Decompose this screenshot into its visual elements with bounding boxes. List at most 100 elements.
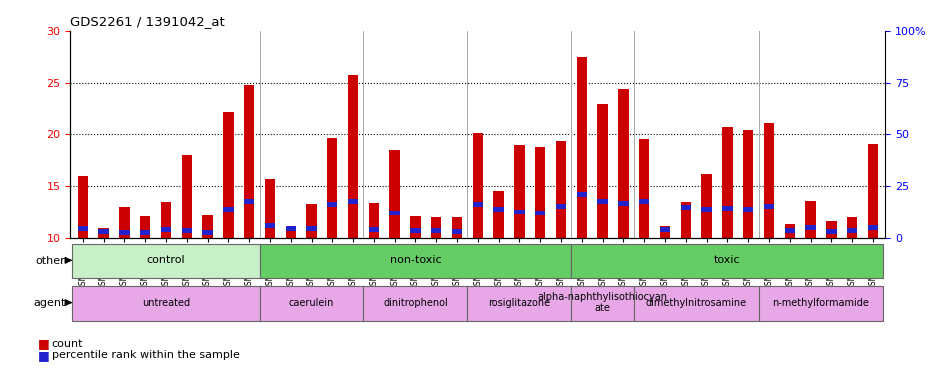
Text: untreated: untreated (141, 298, 190, 308)
Bar (119, 230, 129, 235)
Bar (638, 139, 649, 238)
Bar (98, 229, 109, 234)
Bar (202, 215, 212, 238)
Bar (783, 228, 794, 233)
Bar (758, 286, 883, 321)
Bar (597, 104, 607, 238)
Text: n-methylformamide: n-methylformamide (772, 298, 869, 308)
Bar (306, 204, 316, 238)
Bar (119, 207, 129, 238)
Bar (846, 217, 856, 238)
Bar (701, 174, 711, 238)
Bar (259, 244, 571, 278)
Text: GDS2261 / 1391042_at: GDS2261 / 1391042_at (70, 15, 225, 28)
Bar (597, 199, 607, 204)
Bar (867, 144, 877, 238)
Bar (805, 225, 815, 230)
Bar (493, 191, 504, 238)
Bar (285, 226, 296, 231)
Bar (680, 205, 690, 210)
Bar (763, 204, 773, 209)
Text: dimethylnitrosamine: dimethylnitrosamine (645, 298, 746, 308)
Bar (182, 228, 192, 233)
Bar (742, 130, 753, 238)
Bar (347, 75, 358, 238)
Bar (659, 226, 669, 238)
Bar (410, 216, 420, 238)
Bar (259, 286, 363, 321)
Bar (306, 226, 316, 231)
Text: percentile rank within the sample: percentile rank within the sample (51, 350, 240, 360)
Bar (243, 199, 254, 204)
Text: ■: ■ (37, 337, 50, 350)
Text: rosiglitazone: rosiglitazone (488, 298, 550, 308)
Bar (571, 244, 883, 278)
Bar (347, 199, 358, 204)
Bar (161, 202, 171, 238)
Bar (72, 286, 259, 321)
Bar (78, 176, 88, 238)
Bar (722, 127, 732, 238)
Bar (161, 227, 171, 232)
Bar (467, 286, 571, 321)
Bar (223, 112, 233, 238)
Bar (633, 286, 758, 321)
Bar (327, 202, 337, 207)
Bar (389, 150, 400, 238)
Bar (763, 123, 773, 238)
Bar (618, 89, 628, 238)
Bar (265, 223, 275, 228)
Text: ■: ■ (37, 349, 50, 362)
Bar (139, 216, 150, 238)
Bar (182, 155, 192, 238)
Bar (223, 207, 233, 212)
Text: caerulein: caerulein (288, 298, 334, 308)
Bar (389, 210, 400, 215)
Bar (98, 228, 109, 238)
Bar (514, 210, 524, 214)
Bar (243, 84, 254, 238)
Bar (555, 141, 565, 238)
Bar (659, 227, 669, 232)
Bar (867, 225, 877, 230)
Bar (805, 201, 815, 238)
Bar (826, 222, 836, 238)
Bar (431, 217, 441, 238)
Bar (410, 228, 420, 233)
Bar (514, 145, 524, 238)
Bar (78, 226, 88, 231)
Text: other: other (36, 256, 66, 266)
Bar (493, 207, 504, 212)
Bar (742, 207, 753, 212)
Bar (618, 201, 628, 206)
Bar (576, 192, 587, 197)
Bar (451, 229, 461, 234)
Bar (472, 202, 483, 207)
Text: count: count (51, 339, 83, 349)
Bar (327, 137, 337, 238)
Text: alpha-naphthylisothiocyan
ate: alpha-naphthylisothiocyan ate (537, 292, 667, 313)
Bar (680, 202, 690, 238)
Bar (722, 207, 732, 211)
Bar (701, 207, 711, 212)
Bar (534, 210, 545, 215)
Bar (571, 286, 633, 321)
Bar (846, 228, 856, 233)
Text: toxic: toxic (713, 255, 740, 265)
Bar (368, 203, 379, 238)
Bar (555, 204, 565, 209)
Bar (783, 223, 794, 238)
Text: agent: agent (33, 298, 66, 308)
Bar (826, 229, 836, 234)
Bar (638, 199, 649, 204)
Text: control: control (146, 255, 185, 265)
Bar (431, 228, 441, 233)
Bar (72, 244, 259, 278)
Text: dinitrophenol: dinitrophenol (383, 298, 447, 308)
Bar (451, 217, 461, 238)
Bar (285, 226, 296, 238)
Bar (368, 227, 379, 232)
Bar (202, 230, 212, 235)
Bar (139, 230, 150, 235)
Bar (534, 147, 545, 238)
